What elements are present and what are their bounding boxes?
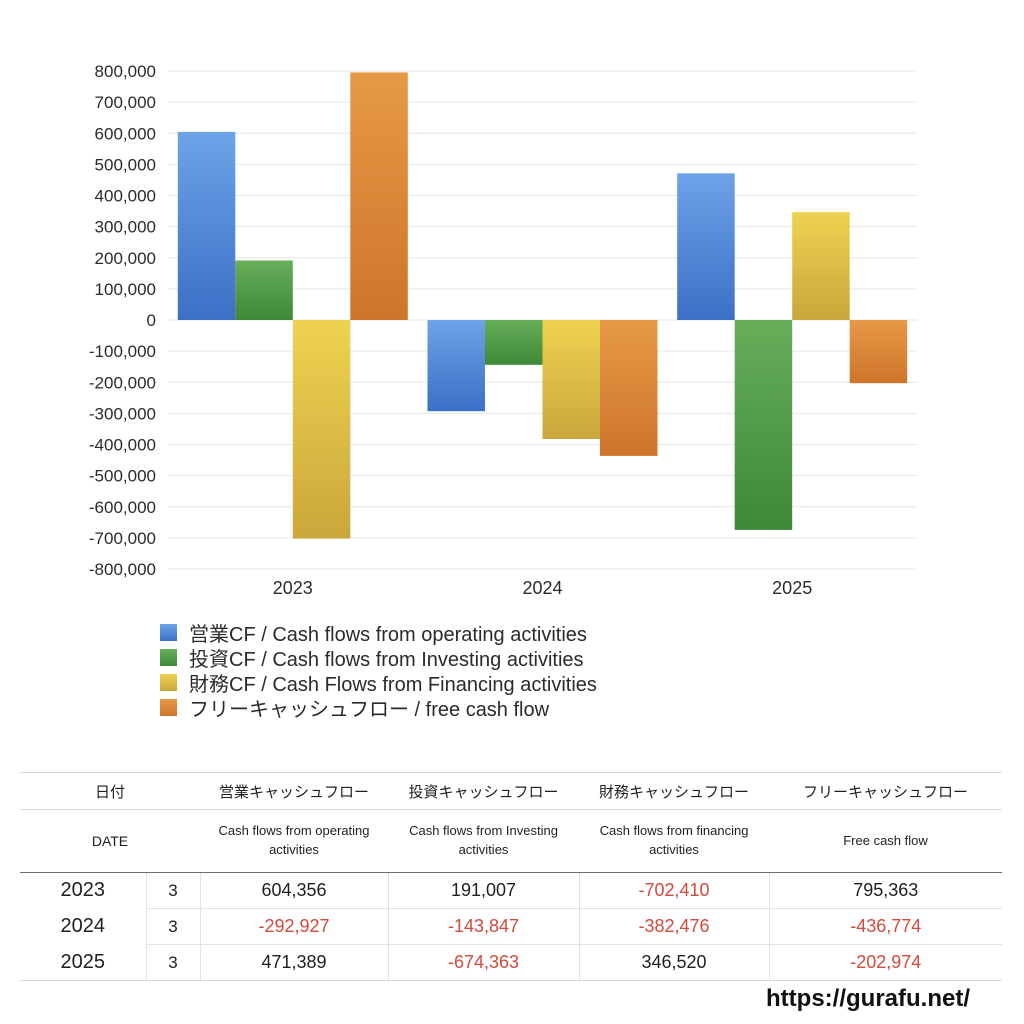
header-free-cf-en: Free cash flow xyxy=(769,809,1003,873)
y-axis-tick-label: 600,000 xyxy=(95,124,156,143)
legend-item: 営業CF / Cash flows from operating activit… xyxy=(160,621,597,646)
header-date-en: DATE xyxy=(20,809,201,873)
header-operating-cf-en: Cash flows from operating activities xyxy=(200,809,389,873)
legend-swatch-icon xyxy=(160,649,177,666)
y-axis-tick-label: -600,000 xyxy=(89,498,156,517)
value-cell: -674,363 xyxy=(387,944,580,981)
y-axis-tick-label: -200,000 xyxy=(89,373,156,392)
bar-series2-2023 xyxy=(235,260,293,320)
bar-series1-2023 xyxy=(177,131,236,320)
legend-swatch-icon xyxy=(160,674,177,691)
legend-label: フリーキャッシュフロー / free cash flow xyxy=(189,699,550,721)
bar-series2-2025 xyxy=(734,320,793,530)
y-axis-tick-label: -500,000 xyxy=(89,467,156,486)
year-cell: 2024 xyxy=(20,908,146,945)
legend-item: 投資CF / Cash flows from Investing activit… xyxy=(160,646,597,671)
bar-series1-2025 xyxy=(677,173,735,320)
value-cell: 346,520 xyxy=(578,944,770,981)
legend-label: 営業CF / Cash flows from operating activit… xyxy=(189,624,587,646)
header-investing-cf-ja: 投資キャッシュフロー xyxy=(388,772,580,810)
month-cell: 3 xyxy=(145,944,201,981)
y-axis-tick-label: -100,000 xyxy=(89,342,156,361)
value-cell: 795,363 xyxy=(768,872,1003,909)
y-axis-tick-label: 700,000 xyxy=(95,93,156,112)
header-free-cf-ja: フリーキャッシュフロー xyxy=(769,772,1003,810)
header-operating-cf-ja: 営業キャッシュフロー xyxy=(200,772,389,810)
value-cell: -143,847 xyxy=(387,908,580,945)
y-axis-tick-label: 400,000 xyxy=(95,187,156,206)
y-axis-tick-label: 500,000 xyxy=(95,155,156,174)
x-axis-label: 2023 xyxy=(273,578,313,598)
bar-series3-2024 xyxy=(542,320,600,439)
value-cell: -292,927 xyxy=(199,908,389,945)
value-cell: 604,356 xyxy=(199,872,389,909)
header-financing-cf-ja: 財務キャッシュフロー xyxy=(579,772,770,810)
header-date-ja: 日付 xyxy=(20,772,201,810)
y-axis-tick-label: 0 xyxy=(147,311,156,330)
y-axis-tick-label: 100,000 xyxy=(95,280,156,299)
bar-series4-2024 xyxy=(600,320,658,456)
x-axis-label: 2025 xyxy=(772,578,812,598)
table-header-english: DATE Cash flows from operating activitie… xyxy=(20,809,1003,873)
value-cell: -702,410 xyxy=(578,872,770,909)
cash-flow-bar-chart: 800,000 700,000 600,000 500,000 400,000 300,0… xyxy=(89,62,917,598)
bar-series2-2024 xyxy=(485,320,543,365)
bar-series4-2023 xyxy=(350,72,408,321)
table-row: 2025 3 471,389 -674,363 346,520 -202,974 xyxy=(20,944,1003,981)
table-row: 2024 3 -292,927 -143,847 -382,476 -436,774 xyxy=(20,908,1003,945)
value-cell: 191,007 xyxy=(387,872,580,909)
value-cell: 471,389 xyxy=(199,944,389,981)
bar-series1-2024 xyxy=(427,320,485,412)
legend-swatch-icon xyxy=(160,699,177,716)
value-cell: -202,974 xyxy=(768,944,1003,981)
year-cell: 2025 xyxy=(20,944,146,981)
x-axis-label: 2024 xyxy=(522,578,562,598)
cash-flow-table: 日付 営業キャッシュフロー 投資キャッシュフロー 財務キャッシュフロー フリーキ… xyxy=(20,772,1003,981)
bar-series4-2025 xyxy=(849,320,908,384)
year-cell: 2023 xyxy=(20,872,146,909)
legend-item: フリーキャッシュフロー / free cash flow xyxy=(160,696,597,721)
value-cell: -382,476 xyxy=(578,908,770,945)
y-axis-tick-label: -300,000 xyxy=(89,404,156,423)
legend-swatch-icon xyxy=(160,624,177,641)
y-axis-tick-label: 300,000 xyxy=(95,218,156,237)
legend-item: 財務CF / Cash Flows from Financing activit… xyxy=(160,671,597,696)
bar-series3-2025 xyxy=(792,212,850,320)
table-header-japanese: 日付 営業キャッシュフロー 投資キャッシュフロー 財務キャッシュフロー フリーキ… xyxy=(20,772,1003,810)
chart-legend: 営業CF / Cash flows from operating activit… xyxy=(160,621,597,721)
site-url: https://gurafu.net/ xyxy=(766,985,970,1012)
legend-label: 財務CF / Cash Flows from Financing activit… xyxy=(189,674,597,696)
bar-series3-2023 xyxy=(292,320,351,539)
value-cell: -436,774 xyxy=(768,908,1003,945)
month-cell: 3 xyxy=(145,908,201,945)
y-axis-tick-label: -800,000 xyxy=(89,560,156,579)
header-financing-cf-en: Cash flows from financing activities xyxy=(579,809,770,873)
y-axis-tick-label: 200,000 xyxy=(95,249,156,268)
month-cell: 3 xyxy=(145,872,201,909)
y-axis-tick-label: 800,000 xyxy=(95,62,156,81)
header-investing-cf-en: Cash flows from Investing activities xyxy=(388,809,580,873)
table-row: 2023 3 604,356 191,007 -702,410 795,363 xyxy=(20,872,1003,909)
y-axis-tick-label: -700,000 xyxy=(89,529,156,548)
legend-label: 投資CF / Cash flows from Investing activit… xyxy=(189,649,584,671)
y-axis-tick-label: -400,000 xyxy=(89,436,156,455)
